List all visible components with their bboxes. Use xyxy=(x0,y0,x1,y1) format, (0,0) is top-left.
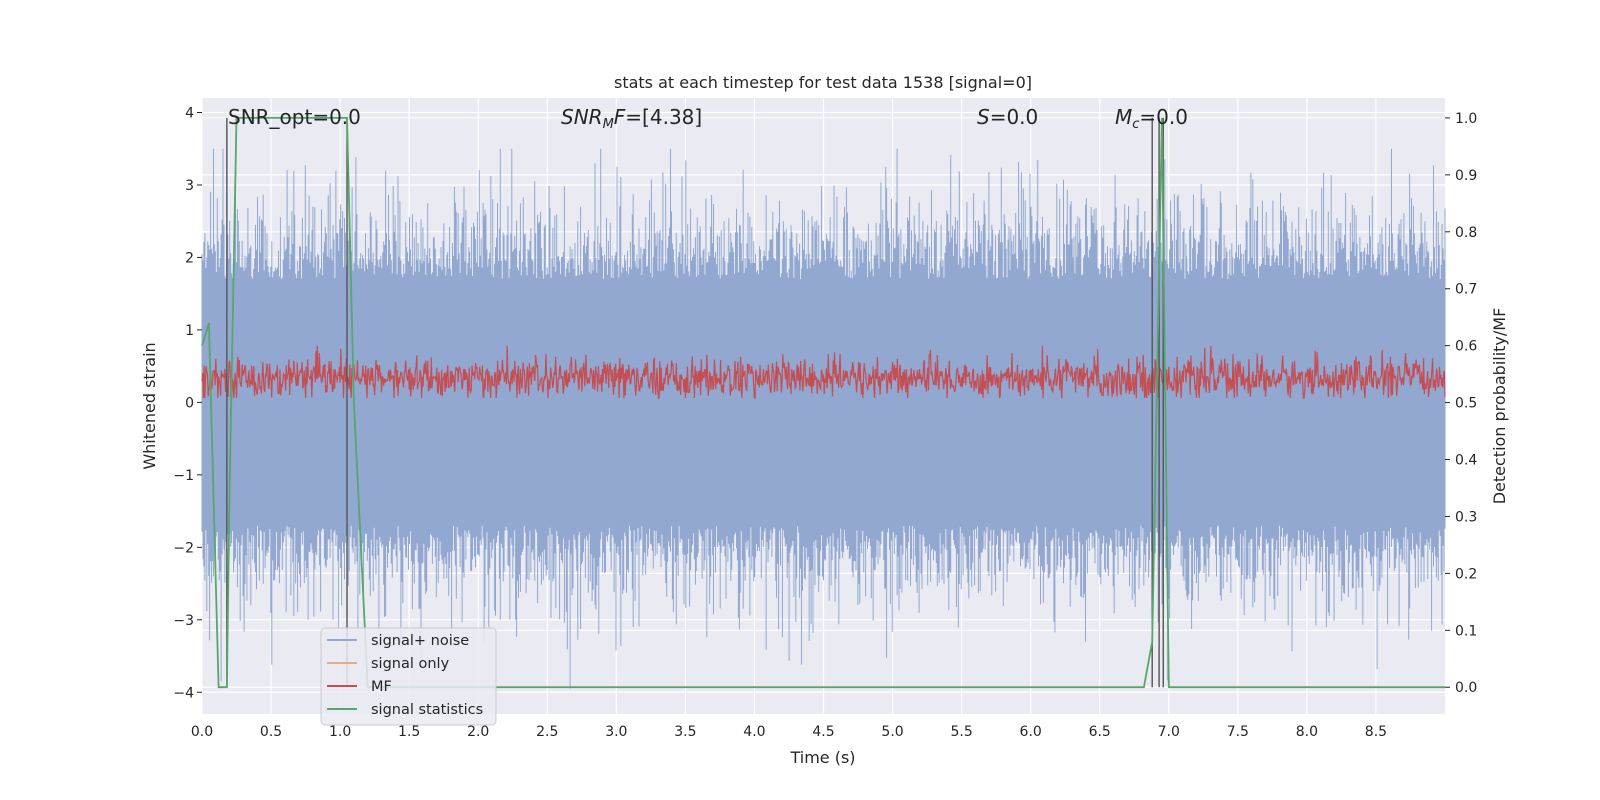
y-right-tick-label: 1.0 xyxy=(1455,111,1477,127)
y-tick-label: 0 xyxy=(185,395,194,411)
y-right-tick-label: 0.8 xyxy=(1455,225,1477,241)
x-tick-label: 0.0 xyxy=(191,724,213,740)
x-tick-label: 2.5 xyxy=(536,724,558,740)
y-right-tick-label: 0.5 xyxy=(1455,396,1477,412)
x-tick-label: 8.5 xyxy=(1365,724,1387,740)
y-right-tick-labels: 0.0 0.1 0.2 0.3 0.4 0.5 0.6 0.7 0.8 0.9 1.0 xyxy=(1445,111,1477,696)
y-tick-label: −1 xyxy=(173,468,194,484)
x-tick-label: 7.5 xyxy=(1227,724,1249,740)
x-tick-label: 8.0 xyxy=(1296,724,1318,740)
y-tick-label: 2 xyxy=(185,250,194,266)
y-axis-label: Whitened strain xyxy=(140,342,159,469)
chart-title: stats at each timestep for test data 153… xyxy=(614,73,1032,92)
y-tick-labels: −4 −3 −2 −1 0 1 2 3 4 xyxy=(173,105,202,701)
y-tick-label: 4 xyxy=(185,105,194,121)
y-tick-label: −2 xyxy=(173,540,194,556)
noise-series xyxy=(201,148,1446,689)
x-tick-label: 4.0 xyxy=(743,724,765,740)
x-axis-label: Time (s) xyxy=(789,748,855,767)
legend-label-mf: MF xyxy=(371,679,392,695)
y-right-tick-label: 0.6 xyxy=(1455,339,1477,355)
y-tick-label: −3 xyxy=(173,613,194,629)
annotation-snr-mf: SNRMF=[4.38] xyxy=(561,105,702,132)
legend-label-noise: signal+ noise xyxy=(371,633,469,649)
annotation-mc: Mc=0.0 xyxy=(1115,105,1188,132)
legend: signal+ noise signal only MF signal stat… xyxy=(320,627,497,726)
legend-label-signal-statistics: signal statistics xyxy=(371,702,483,718)
x-tick-label: 1.5 xyxy=(398,724,420,740)
y-tick-label: 1 xyxy=(185,323,194,339)
annotation-s: S=0.0 xyxy=(977,105,1038,129)
mf-line xyxy=(201,345,1446,399)
mf-series xyxy=(201,345,1446,399)
x-tick-label: 5.0 xyxy=(881,724,903,740)
x-tick-label: 2.0 xyxy=(467,724,489,740)
x-tick-label: 0.5 xyxy=(260,724,282,740)
signal-statistics-line xyxy=(201,117,1445,689)
legend-box xyxy=(320,627,497,726)
y-right-axis-label: Detection probability/MF xyxy=(1490,308,1509,505)
x-tick-label: 3.0 xyxy=(605,724,627,740)
y-tick-label: 3 xyxy=(185,178,194,194)
y-right-tick-label: 0.1 xyxy=(1455,623,1477,639)
y-right-tick-label: 0.4 xyxy=(1455,453,1477,469)
y-right-tick-label: 0.0 xyxy=(1455,680,1477,696)
y-tick-label: −4 xyxy=(173,685,194,701)
annotation-snr-opt: SNR_opt=0.0 xyxy=(228,105,361,129)
y-right-tick-label: 0.3 xyxy=(1455,509,1477,525)
signal-statistics-series xyxy=(201,117,1445,689)
x-tick-label: 1.0 xyxy=(329,724,351,740)
y-right-tick-label: 0.7 xyxy=(1455,282,1477,298)
x-tick-label: 6.5 xyxy=(1089,724,1111,740)
y-right-tick-label: 0.2 xyxy=(1455,566,1477,582)
x-tick-label: 3.5 xyxy=(674,724,696,740)
x-tick-label: 4.5 xyxy=(812,724,834,740)
x-tick-label: 5.5 xyxy=(950,724,972,740)
x-tick-label: 7.0 xyxy=(1158,724,1180,740)
y-right-tick-label: 0.9 xyxy=(1455,168,1477,184)
x-tick-labels: 0.0 0.5 1.0 1.5 2.0 2.5 3.0 3.5 4.0 4.5 5.0 5.5 6.0 6… xyxy=(191,724,1387,740)
legend-label-signal-only: signal only xyxy=(371,656,450,672)
x-tick-label: 6.0 xyxy=(1020,724,1042,740)
